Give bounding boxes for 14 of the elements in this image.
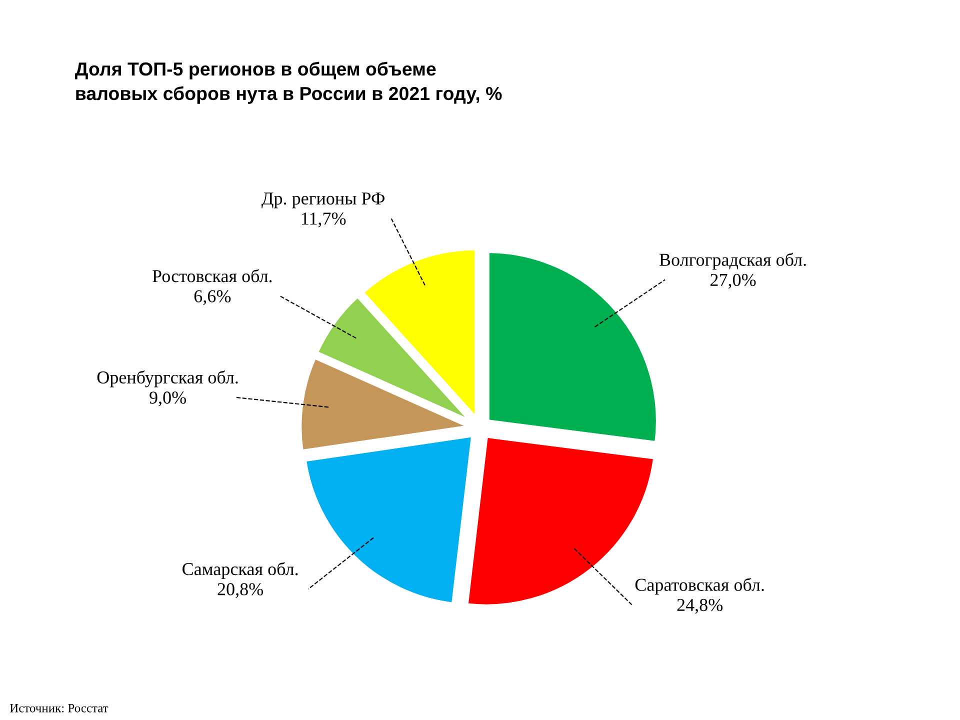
slice-label: Саратовская обл. — [635, 578, 764, 595]
data-label: 6,6% — [194, 290, 231, 305]
data-label: 20,8% — [218, 583, 264, 598]
data-label: 11,7% — [302, 212, 346, 228]
data-label: 24,8% — [677, 598, 723, 614]
data-label: 27,0% — [710, 274, 756, 289]
slice-label: Др. регионы РФ — [262, 192, 385, 208]
slice-label: Оренбургская обл. — [97, 370, 238, 388]
text: Источник: Росстат — [10, 704, 108, 712]
data-label: 9,0% — [150, 392, 186, 406]
slice-label: Волгоградская обл. — [660, 252, 806, 270]
slice-label: Ростовская обл. — [152, 269, 272, 282]
chart-title: Доля ТОП-5 регионов в общем объеме валовых сборов нута в России в 2021 году, % — [75, 62, 502, 104]
slice-label: Самарская обл. — [182, 562, 298, 579]
